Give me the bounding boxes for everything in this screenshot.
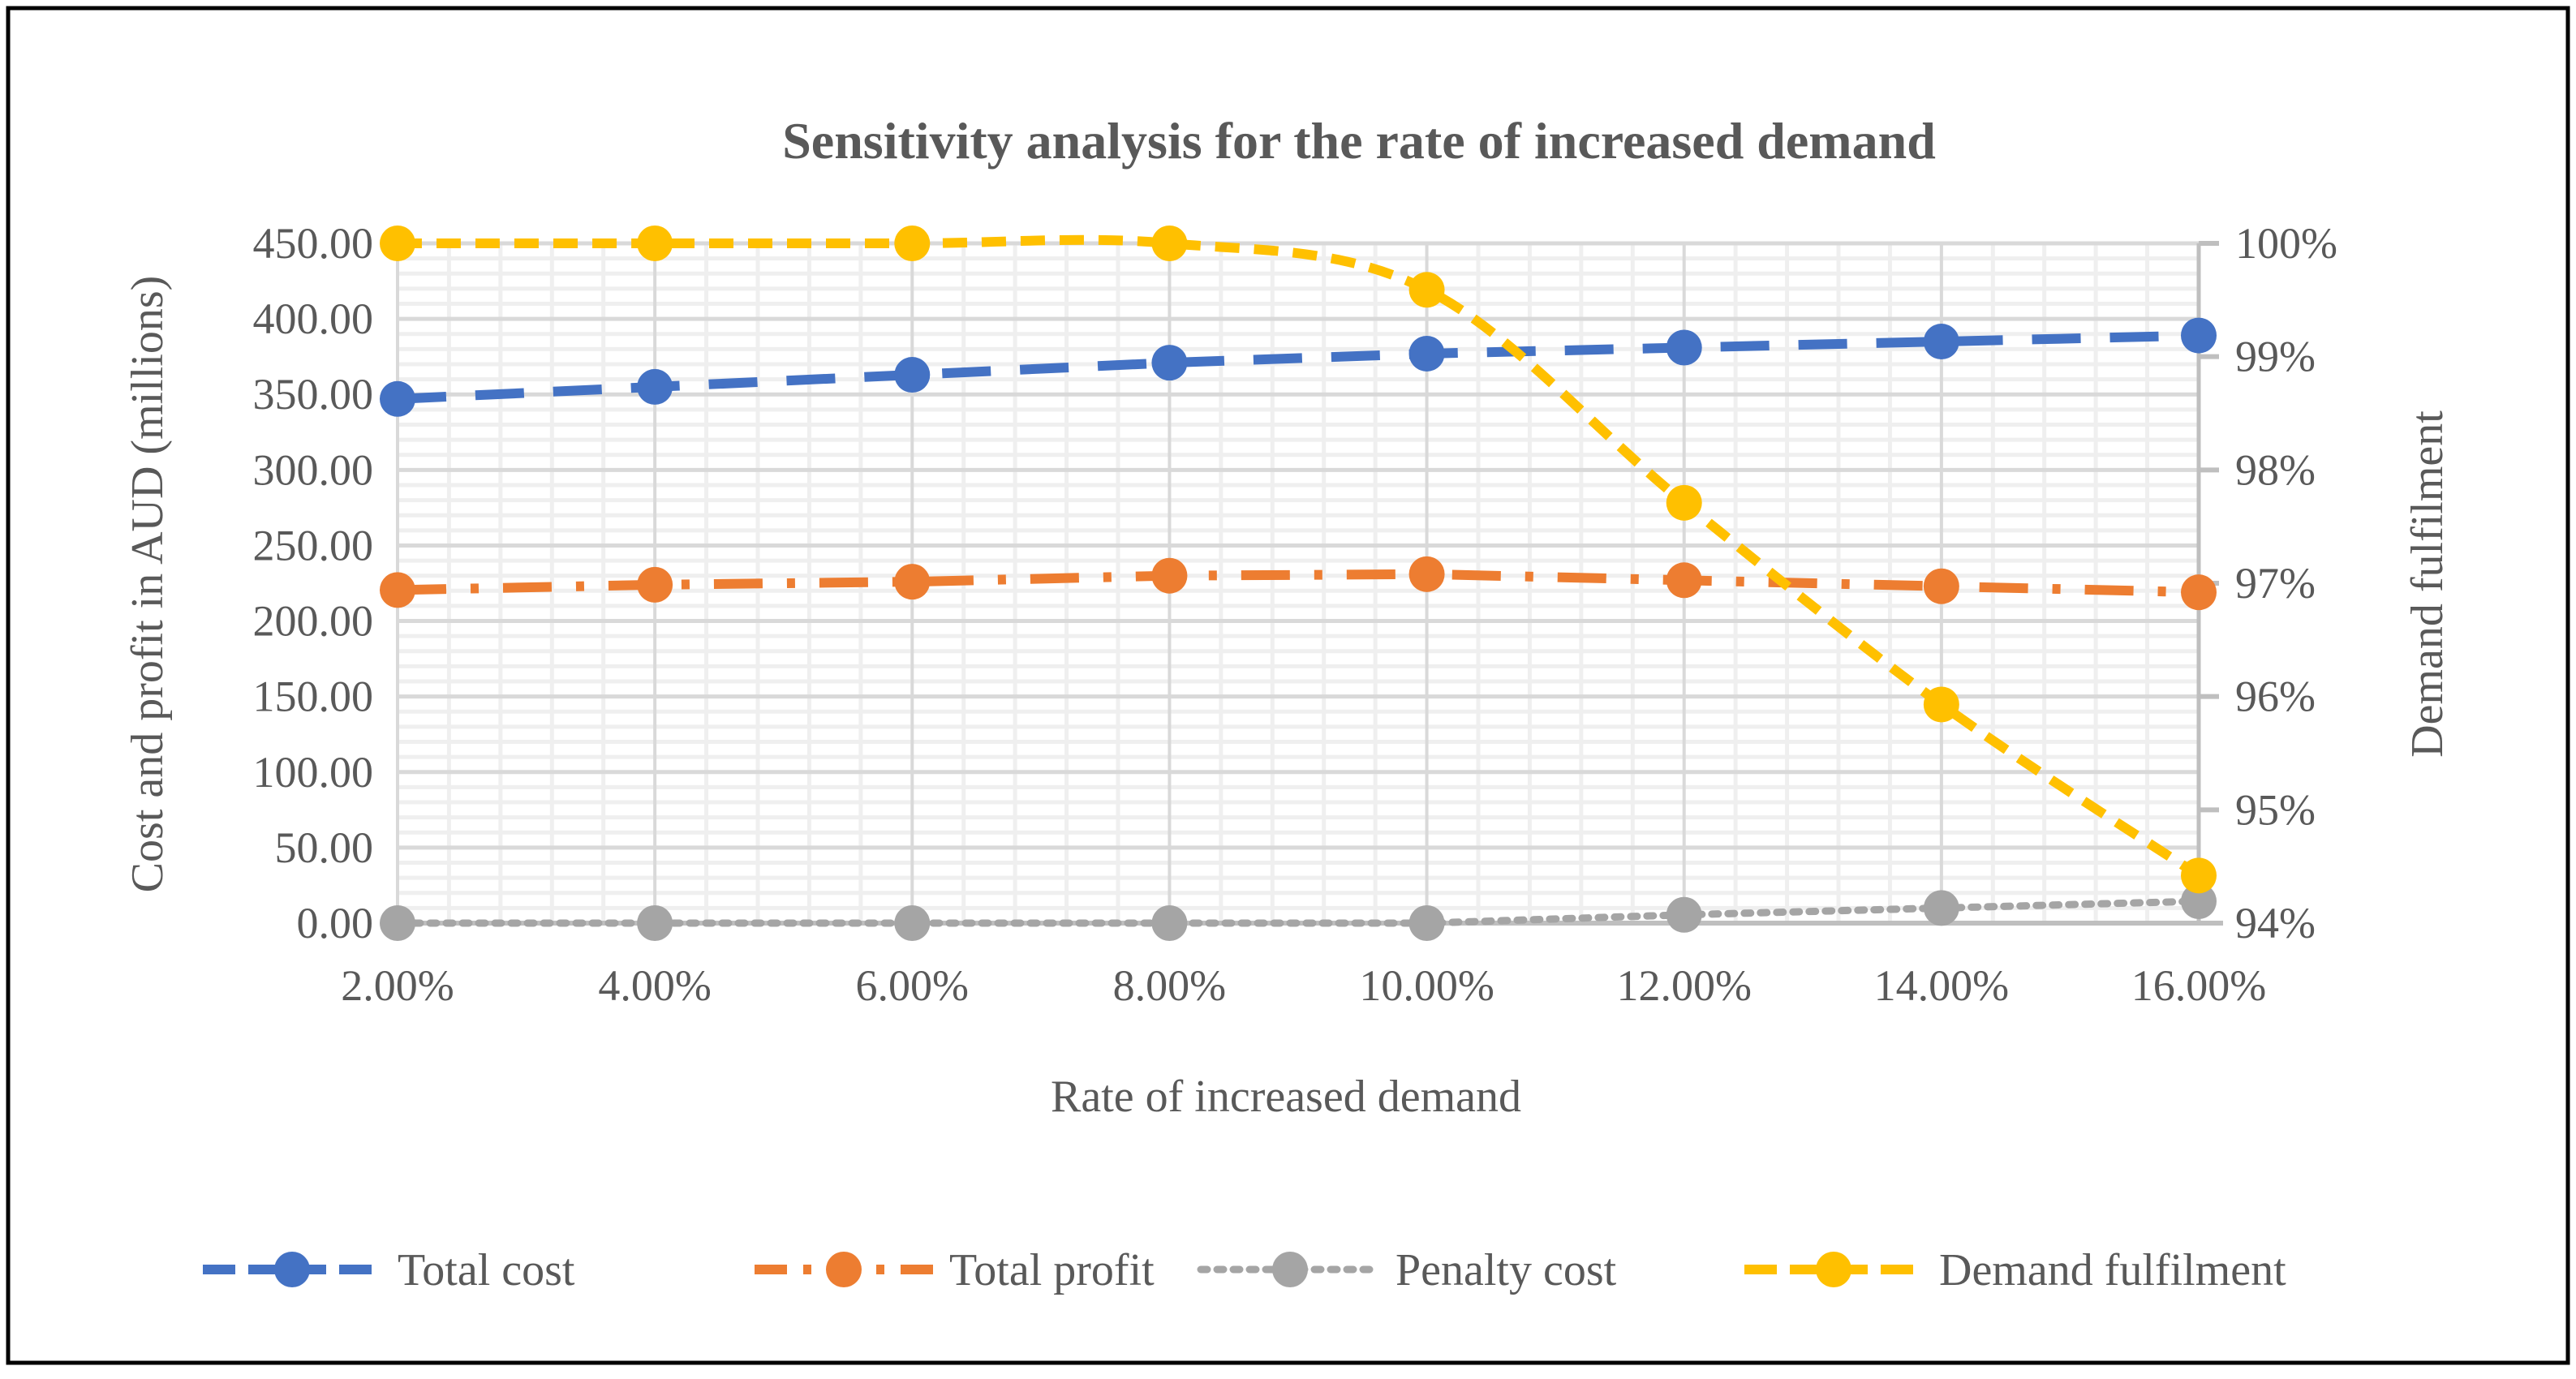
legend-marker — [1272, 1252, 1308, 1287]
x-axis-label: Rate of increased demand — [1051, 1072, 1521, 1122]
x-tick-label: 12.00% — [1616, 961, 1751, 1010]
chart-title: Sensitivity analysis for the rate of inc… — [782, 112, 1936, 170]
legend-marker — [1816, 1252, 1851, 1287]
data-point — [894, 905, 931, 941]
series-group — [380, 226, 2217, 941]
x-tick-label: 16.00% — [2131, 961, 2266, 1010]
data-point — [380, 905, 415, 941]
y-tick-label: 250.00 — [253, 521, 374, 569]
legend-marker — [826, 1252, 862, 1287]
legend-item: Penalty cost — [1197, 1245, 1617, 1295]
y-tick-label: 300.00 — [253, 445, 374, 494]
data-point — [1666, 562, 1702, 599]
y2-tick-label: 94% — [2235, 899, 2316, 947]
series-total-cost — [380, 317, 2217, 417]
data-point — [894, 357, 931, 393]
y-tick-label: 0.00 — [297, 899, 374, 947]
series-line — [397, 569, 2200, 598]
y2-axis-label: Demand fulfilment — [2402, 410, 2453, 758]
data-point — [2181, 857, 2217, 894]
y-tick-label: 350.00 — [253, 370, 374, 419]
data-point — [637, 905, 673, 941]
data-point — [1923, 686, 1959, 723]
y-axis-ticks: 0.00 50.00 100.00 150.00 200.00 250.00 300.00 3… — [253, 219, 374, 947]
data-point — [380, 380, 415, 417]
y-axis-label: Cost and profit in AUD (millions) — [123, 276, 173, 893]
data-point — [2181, 317, 2217, 354]
data-point — [1151, 557, 1188, 594]
y2-tick-label: 95% — [2235, 785, 2316, 834]
data-point — [1408, 556, 1445, 592]
data-point — [1923, 324, 1959, 360]
data-point — [637, 368, 673, 405]
y-tick-label: 100.00 — [253, 748, 374, 797]
y2-tick-label: 96% — [2235, 672, 2316, 721]
legend-item: Demand fulfilment — [1744, 1245, 2286, 1295]
x-tick-label: 2.00% — [341, 961, 454, 1010]
data-point — [1408, 335, 1445, 372]
data-point — [1151, 345, 1188, 381]
data-point — [1408, 272, 1445, 308]
y-tick-label: 450.00 — [253, 219, 374, 268]
x-axis-ticks: 2.00% 4.00% 6.00% 8.00% 10.00% 12.00% 14.00% 16… — [341, 961, 2266, 1010]
legend-item: Total profit — [755, 1245, 1155, 1295]
data-point — [1151, 226, 1188, 261]
legend-item: Total cost — [203, 1245, 575, 1295]
data-point — [1666, 329, 1702, 366]
x-tick-label: 6.00% — [856, 961, 969, 1010]
legend: Total cost Total profit Penalty cost Demand… — [203, 1245, 2286, 1295]
legend-label: Penalty cost — [1396, 1245, 1617, 1295]
x-tick-label: 10.00% — [1359, 961, 1494, 1010]
y2-tick-label: 99% — [2235, 333, 2316, 381]
series-line — [397, 330, 2200, 404]
y2-tick-label: 97% — [2235, 559, 2316, 608]
legend-label: Demand fulfilment — [1939, 1245, 2286, 1295]
data-point — [380, 572, 415, 608]
data-point — [1151, 905, 1188, 941]
data-point — [2181, 883, 2217, 919]
data-point — [1923, 890, 1959, 926]
legend-label: Total cost — [398, 1245, 575, 1295]
legend-marker — [274, 1252, 310, 1287]
x-tick-label: 14.00% — [1874, 961, 2009, 1010]
data-point — [894, 226, 931, 261]
legend-label: Total profit — [949, 1245, 1155, 1295]
data-point — [2181, 574, 2217, 611]
y-tick-label: 400.00 — [253, 294, 374, 343]
data-point — [1666, 484, 1702, 521]
data-point — [1408, 905, 1445, 941]
x-tick-label: 4.00% — [598, 961, 711, 1010]
series-line — [393, 897, 2203, 927]
y-tick-label: 200.00 — [253, 597, 374, 646]
series-line — [397, 234, 2202, 880]
data-point — [380, 226, 415, 261]
y2-axis-ticks: 94% 95% 96% 97% 98% 99% 100% — [2235, 219, 2337, 947]
series-penalty-cost — [380, 883, 2217, 941]
x-tick-label: 8.00% — [1113, 961, 1226, 1010]
y2-tick-label: 98% — [2235, 445, 2316, 494]
data-point — [637, 566, 673, 603]
chart-border — [6, 6, 2570, 1365]
data-point — [894, 564, 931, 600]
y-tick-label: 50.00 — [275, 823, 374, 872]
y-tick-label: 150.00 — [253, 672, 374, 721]
series-demand-fulfilment — [380, 226, 2217, 894]
series-total-profit — [380, 556, 2217, 611]
y2-tick-label: 100% — [2235, 219, 2337, 268]
data-point — [1923, 568, 1959, 604]
data-point — [1666, 896, 1702, 933]
data-point — [637, 226, 673, 261]
